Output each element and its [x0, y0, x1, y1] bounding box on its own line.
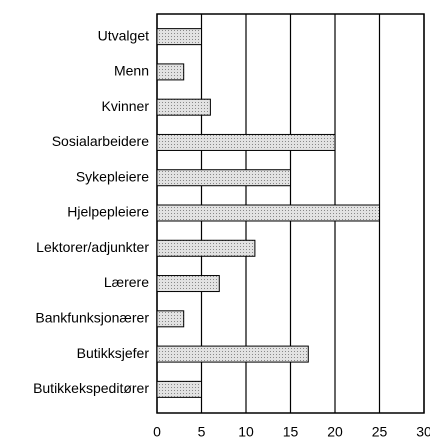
y-tick-label: Sosialarbeidere [52, 133, 149, 149]
bar [156, 204, 380, 222]
y-tick-label: Kvinner [102, 98, 150, 114]
bar [156, 63, 185, 81]
y-tick-label: Butikksjefer [77, 345, 150, 361]
bar [156, 275, 220, 293]
x-tick-label: 15 [283, 424, 299, 440]
bar [156, 310, 185, 328]
y-tick-label: Butikkekspeditører [33, 380, 149, 396]
bar [156, 169, 291, 187]
y-tick-label: Lærere [104, 274, 149, 290]
y-tick-label: Bankfunksjonærer [35, 310, 149, 326]
y-tick-label: Lektorer/adjunkter [36, 239, 149, 255]
x-tick-label: 20 [327, 424, 343, 440]
bar [156, 345, 309, 363]
x-tick-label: 25 [372, 424, 388, 440]
bar [156, 133, 336, 151]
bar [156, 380, 202, 398]
y-tick-label: Sykepleiere [76, 168, 149, 184]
bar [156, 28, 202, 46]
x-tick-label: 10 [238, 424, 254, 440]
y-tick-label: Utvalget [98, 27, 149, 43]
bar [156, 98, 211, 116]
y-tick-label: Menn [114, 63, 149, 79]
y-tick-label: Hjelpepleiere [67, 204, 149, 220]
x-tick-label: 0 [153, 424, 161, 440]
bar [156, 239, 256, 257]
x-tick-label: 5 [198, 424, 206, 440]
x-tick-label: 30 [416, 424, 430, 440]
